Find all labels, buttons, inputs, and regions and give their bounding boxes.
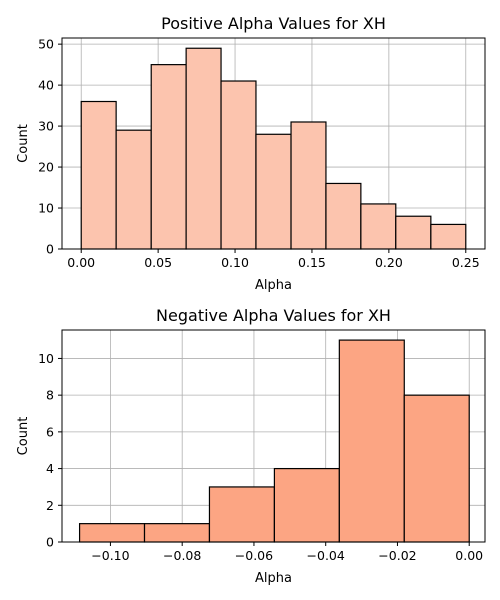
y-axis-label: Count <box>16 417 31 456</box>
x-tick-label: 0.15 <box>298 255 326 270</box>
plot-frame <box>61 329 486 543</box>
y-tick-label: 6 <box>46 424 54 439</box>
y-tick-label: 20 <box>38 160 54 175</box>
histogram-bar <box>403 394 470 543</box>
y-tick-label: 30 <box>38 119 54 134</box>
x-tick-label: 0.00 <box>67 255 95 270</box>
histogram-bar <box>115 129 152 250</box>
x-tick-label: −0.08 <box>163 548 201 563</box>
histogram-bar <box>143 523 211 543</box>
x-tick-label: 0.00 <box>455 548 483 563</box>
x-tick-label: 0.25 <box>452 255 480 270</box>
histogram-bar <box>325 182 362 250</box>
histogram-bar <box>255 133 292 250</box>
y-tick-label: 0 <box>46 535 54 550</box>
chart-positive-alpha: 0.00 0.05 0.10 0.15 0.20 0.25 0 10 20 30 40 50 Posit… <box>16 14 486 293</box>
y-tick-label: 50 <box>38 37 54 52</box>
y-tick-label: 10 <box>38 201 54 216</box>
histogram-bar <box>395 215 432 250</box>
histogram-bar <box>360 203 397 250</box>
x-tick-label: 0.20 <box>375 255 403 270</box>
x-tick-label: −0.04 <box>307 548 345 563</box>
x-tick-label: 0.05 <box>144 255 172 270</box>
x-axis-label: Alpha <box>255 278 292 293</box>
y-tick-label: 40 <box>38 78 54 93</box>
histogram-bar <box>78 523 146 543</box>
x-tick-label: −0.10 <box>91 548 129 563</box>
histogram-bar <box>185 47 222 250</box>
histogram-bar <box>290 121 327 250</box>
histogram-bar <box>220 80 257 250</box>
plot-frame <box>61 37 486 250</box>
x-axis-label: Alpha <box>255 571 292 586</box>
y-tick-label: 4 <box>46 461 54 476</box>
x-tick-label: 0.10 <box>221 255 249 270</box>
chart-negative-alpha: −0.10 −0.08 −0.06 −0.04 −0.02 0.00 0 2 4 6 8 10 Nega… <box>16 306 486 586</box>
histogram-bar <box>273 467 340 543</box>
histogram-bar <box>430 223 467 250</box>
histogram-bar <box>80 100 117 250</box>
histogram-bar <box>208 486 275 543</box>
histogram-bar <box>338 339 405 543</box>
x-tick-label: −0.02 <box>378 548 416 563</box>
y-tick-label: 10 <box>38 351 54 366</box>
y-tick-label: 8 <box>46 388 54 403</box>
x-tick-label: −0.06 <box>235 548 273 563</box>
chart-title: Positive Alpha Values for XH <box>161 14 386 33</box>
y-axis-label: Count <box>16 124 31 163</box>
chart-title: Negative Alpha Values for XH <box>156 306 391 325</box>
histogram-bar <box>150 64 187 250</box>
y-tick-label: 0 <box>46 242 54 257</box>
y-tick-label: 2 <box>46 498 54 513</box>
